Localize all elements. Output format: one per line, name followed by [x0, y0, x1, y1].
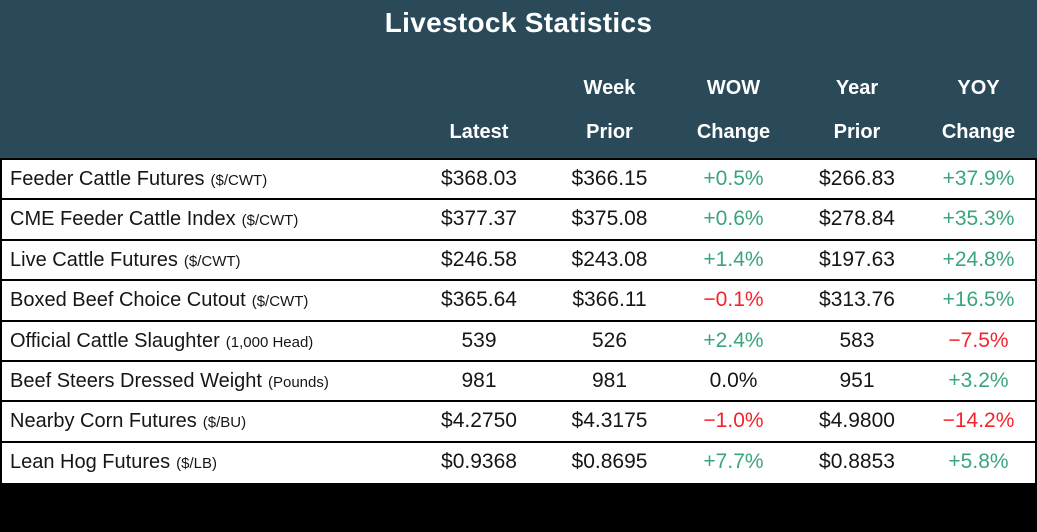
row-label: Boxed Beef Choice Cutout — [10, 289, 246, 312]
row-label-cell: Lean Hog Futures ($/LB) — [2, 443, 414, 483]
col-header-line1 — [414, 66, 544, 110]
row-label: Lean Hog Futures — [10, 450, 171, 473]
row-label: Live Cattle Futures — [10, 248, 178, 271]
table-row: Nearby Corn Futures ($/BU) $4.2750 $4.317… — [2, 402, 1035, 443]
latest-cell: $246.58 — [441, 247, 517, 271]
week-prior-cell: $366.15 — [571, 167, 648, 190]
col-header-line2: Change — [696, 121, 771, 143]
wow-change-cell: −0.1% — [703, 288, 764, 312]
week-prior-cell: 981 — [591, 368, 628, 392]
row-label: Nearby Corn Futures — [10, 410, 197, 433]
col-header-yoy-change: YOY Change — [922, 66, 1035, 154]
table-body: Feeder Cattle Futures ($/CWT) $368.03 $36… — [0, 158, 1037, 484]
row-unit: ($/LB) — [176, 454, 217, 472]
yoy-change-cell: +3.2% — [948, 368, 1009, 392]
row-label: Feeder Cattle Futures — [10, 168, 205, 190]
col-header-week-prior: Week Prior — [544, 66, 675, 154]
table-row: Feeder Cattle Futures ($/CWT) $368.03 $36… — [2, 160, 1035, 201]
wow-change-cell: +0.6% — [703, 207, 764, 231]
year-prior-cell: $4.9800 — [819, 409, 895, 433]
yoy-change-cell: +5.8% — [948, 449, 1009, 473]
yoy-change-cell: −7.5% — [948, 328, 1009, 352]
week-prior-cell: $243.08 — [571, 247, 648, 271]
row-unit: ($/CWT) — [251, 293, 309, 311]
week-prior-cell: $0.8695 — [571, 449, 648, 473]
row-unit: ($/BU) — [202, 414, 247, 432]
row-label: CME Feeder Cattle Index — [10, 208, 236, 231]
latest-cell: 539 — [461, 328, 497, 352]
year-prior-cell: $313.76 — [819, 288, 895, 312]
week-prior-cell: 526 — [591, 328, 628, 352]
row-label-cell: Feeder Cattle Futures ($/CWT) — [2, 160, 414, 198]
wow-change-cell: 0.0% — [709, 368, 758, 392]
latest-cell: $0.9368 — [441, 449, 517, 473]
year-prior-cell: 583 — [839, 328, 875, 352]
col-header-line1: Year — [835, 77, 879, 99]
yoy-change-cell: +37.9% — [942, 167, 1015, 190]
row-unit: (1,000 Head) — [225, 333, 314, 351]
wow-change-cell: +1.4% — [703, 247, 764, 271]
table-row: CME Feeder Cattle Index ($/CWT) $377.37 $… — [2, 200, 1035, 241]
row-label: Beef Steers Dressed Weight — [10, 369, 262, 392]
col-header-latest: Latest — [414, 66, 544, 154]
row-label-cell: Live Cattle Futures ($/CWT) — [2, 241, 414, 279]
row-unit: (Pounds) — [267, 373, 329, 391]
wow-change-cell: +2.4% — [703, 328, 764, 352]
yoy-change-cell: +35.3% — [942, 207, 1015, 231]
row-label-cell: Boxed Beef Choice Cutout ($/CWT) — [2, 281, 414, 319]
col-header-spacer — [2, 66, 414, 154]
col-header-line1: Week — [583, 77, 636, 99]
row-label-cell: Beef Steers Dressed Weight (Pounds) — [2, 362, 414, 400]
col-header-line2: Change — [941, 121, 1016, 143]
latest-cell: $368.03 — [441, 167, 517, 190]
row-unit: ($/CWT) — [183, 252, 241, 270]
row-label-cell: Nearby Corn Futures ($/BU) — [2, 402, 414, 440]
latest-cell: 981 — [461, 368, 497, 392]
year-prior-cell: $278.84 — [819, 207, 895, 231]
year-prior-cell: $266.83 — [819, 167, 895, 190]
year-prior-cell: $197.63 — [819, 247, 895, 271]
latest-cell: $365.64 — [441, 288, 517, 312]
row-label-cell: CME Feeder Cattle Index ($/CWT) — [2, 200, 414, 238]
week-prior-cell: $375.08 — [571, 207, 648, 231]
col-header-line1: WOW — [706, 77, 761, 99]
column-headers: Latest Week Prior WOW Change Year Prior … — [2, 66, 1035, 154]
table-row: Official Cattle Slaughter (1,000 Head) 53… — [2, 321, 1035, 362]
table-row: Boxed Beef Choice Cutout ($/CWT) $365.64 … — [2, 281, 1035, 322]
latest-cell: $4.2750 — [441, 409, 517, 433]
latest-cell: $377.37 — [441, 207, 517, 231]
wow-change-cell: +7.7% — [703, 449, 764, 473]
row-unit: ($/CWT) — [210, 172, 268, 189]
col-header-line1: YOY — [957, 77, 1000, 99]
yoy-change-cell: +16.5% — [942, 288, 1015, 312]
row-label-cell: Official Cattle Slaughter (1,000 Head) — [2, 322, 414, 360]
col-header-year-prior: Year Prior — [792, 66, 922, 154]
bottom-bar — [0, 483, 1037, 532]
col-header-line2: Prior — [586, 121, 633, 143]
year-prior-cell: $0.8853 — [819, 449, 895, 473]
table-row: Beef Steers Dressed Weight (Pounds) 981 9… — [2, 361, 1035, 403]
col-header-line2: Latest — [449, 121, 509, 143]
table-header: Livestock Statistics Latest Week Prior W… — [0, 0, 1037, 158]
row-unit: ($/CWT) — [241, 212, 299, 230]
col-header-wow-change: WOW Change — [675, 66, 792, 154]
page-title: Livestock Statistics — [384, 7, 653, 38]
week-prior-cell: $4.3175 — [571, 409, 648, 433]
row-label: Official Cattle Slaughter — [10, 329, 220, 352]
col-header-line2: Prior — [833, 121, 881, 143]
year-prior-cell: 951 — [839, 368, 875, 392]
wow-change-cell: −1.0% — [703, 409, 764, 433]
table-row: Live Cattle Futures ($/CWT) $246.58 $243.… — [2, 240, 1035, 282]
week-prior-cell: $366.11 — [572, 288, 647, 312]
table-row: Lean Hog Futures ($/LB) $0.9368 $0.8695 +… — [2, 442, 1035, 484]
yoy-change-cell: −14.2% — [942, 409, 1015, 433]
yoy-change-cell: +24.8% — [942, 247, 1015, 271]
wow-change-cell: +0.5% — [703, 167, 764, 190]
